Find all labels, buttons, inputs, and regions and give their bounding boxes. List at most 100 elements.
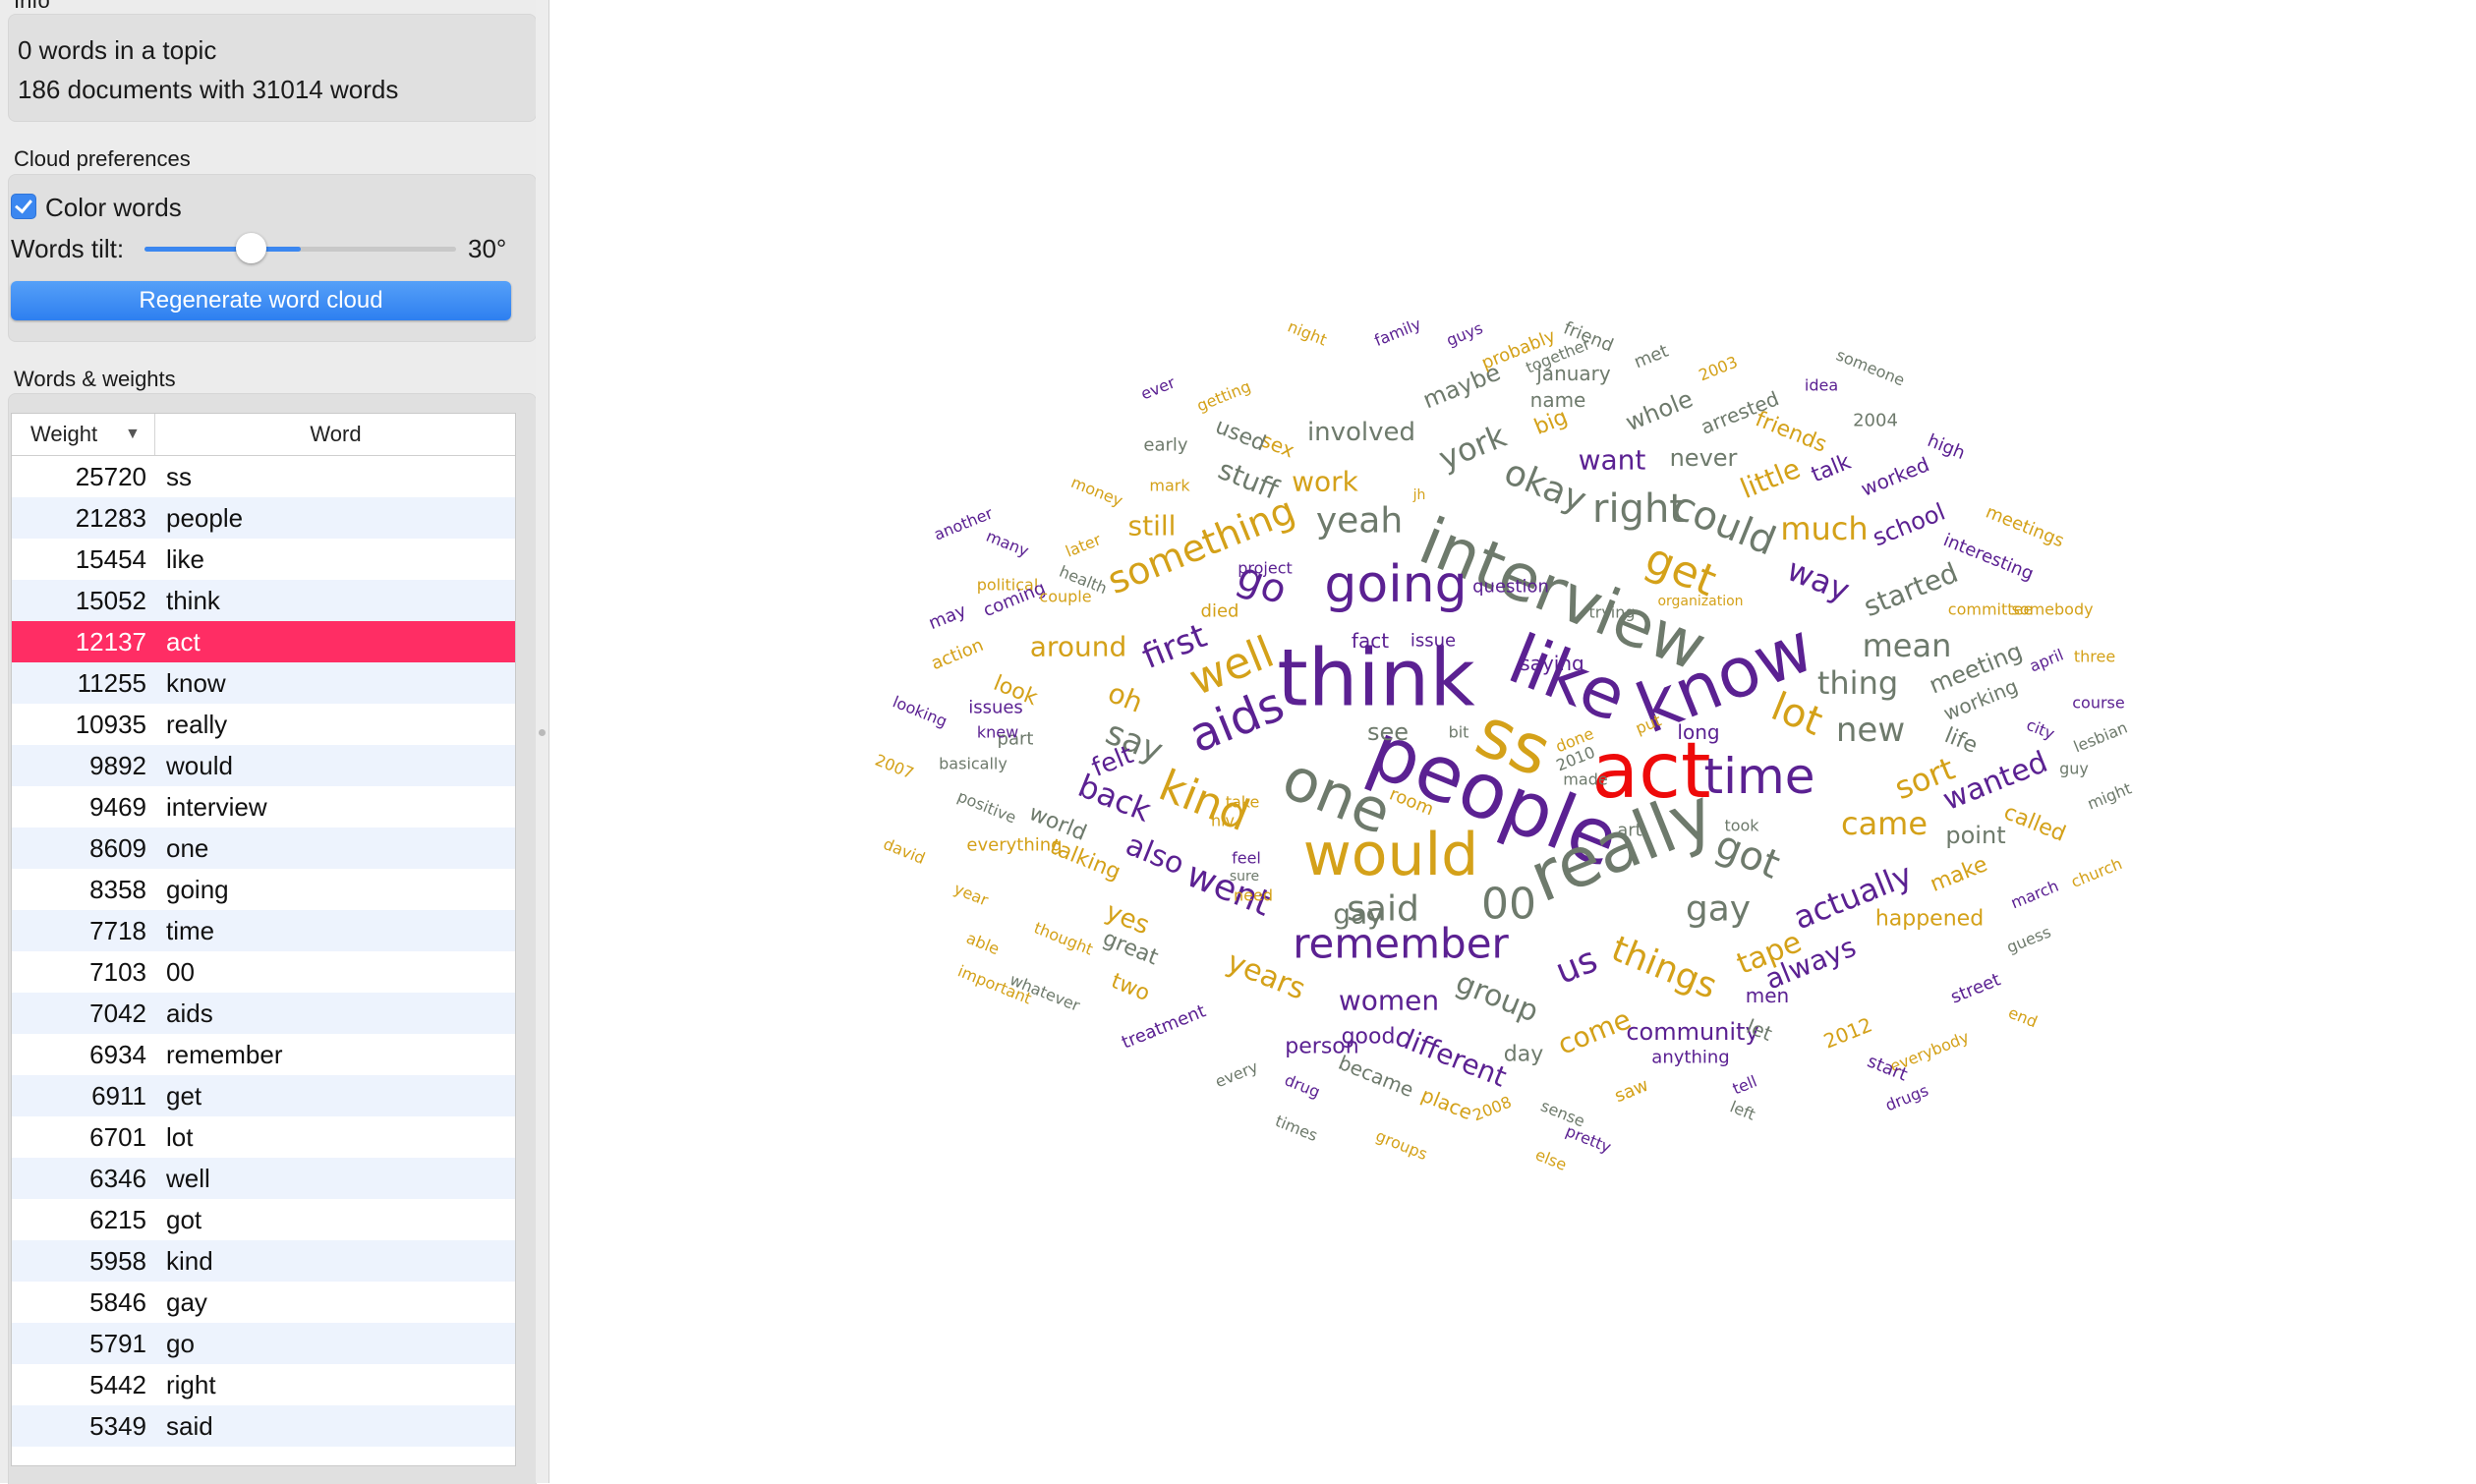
- cloud-word[interactable]: wanted: [1938, 745, 2052, 818]
- cloud-word[interactable]: drugs: [1882, 1081, 1930, 1115]
- cloud-word[interactable]: getting: [1194, 376, 1253, 415]
- cloud-word[interactable]: guys: [1444, 318, 1485, 350]
- table-row[interactable]: 7103 00: [12, 951, 515, 993]
- cloud-word[interactable]: school: [1869, 498, 1949, 552]
- table-row[interactable]: 8609 one: [12, 828, 515, 869]
- cloud-word[interactable]: art: [1617, 821, 1642, 841]
- cloud-word[interactable]: men: [1746, 984, 1789, 1007]
- cloud-word[interactable]: might: [2085, 778, 2134, 813]
- cloud-word[interactable]: point: [1945, 822, 2005, 849]
- cloud-word[interactable]: everything: [966, 835, 1062, 856]
- cloud-word[interactable]: called: [2000, 800, 2069, 847]
- sort-descending-icon[interactable]: ▼: [125, 426, 141, 442]
- cloud-word[interactable]: day: [1504, 1043, 1543, 1067]
- cloud-word[interactable]: 2008: [1470, 1093, 1515, 1125]
- cloud-word[interactable]: right: [1592, 486, 1685, 532]
- cloud-word[interactable]: april: [2027, 646, 2066, 676]
- cloud-word[interactable]: made: [1563, 771, 1607, 789]
- cloud-word[interactable]: idea: [1805, 376, 1838, 395]
- cloud-word[interactable]: saying: [1520, 652, 1583, 675]
- cloud-word[interactable]: gay: [1686, 889, 1751, 930]
- cloud-word[interactable]: project: [1238, 559, 1293, 578]
- cloud-word[interactable]: 2012: [1820, 1012, 1875, 1053]
- words-weights-table[interactable]: Weight ▼ Word 25720 ss 21283 people 15454 lik…: [11, 413, 516, 1466]
- table-row[interactable]: 11255 know: [12, 662, 515, 704]
- cloud-word[interactable]: part: [998, 729, 1034, 750]
- cloud-word[interactable]: couple: [1039, 588, 1091, 606]
- cloud-word[interactable]: talking: [1047, 834, 1124, 885]
- cloud-word[interactable]: think: [1277, 633, 1475, 724]
- table-row[interactable]: 12137 act: [12, 621, 515, 662]
- table-row[interactable]: 10935 really: [12, 704, 515, 745]
- table-row[interactable]: 6346 well: [12, 1158, 515, 1199]
- cloud-word[interactable]: left: [1727, 1097, 1757, 1123]
- cloud-word[interactable]: community: [1626, 1018, 1758, 1046]
- cloud-word[interactable]: much: [1780, 510, 1868, 547]
- cloud-word[interactable]: march: [2008, 877, 2061, 913]
- cloud-word[interactable]: january: [1535, 362, 1611, 385]
- table-row[interactable]: 25720 ss: [12, 456, 515, 497]
- color-words-checkbox[interactable]: [11, 194, 36, 219]
- cloud-word[interactable]: never: [1670, 444, 1738, 472]
- cloud-word[interactable]: organization: [1657, 594, 1743, 609]
- cloud-word[interactable]: took: [1724, 817, 1759, 835]
- cloud-word[interactable]: issues: [968, 698, 1023, 718]
- table-row[interactable]: 15052 think: [12, 580, 515, 621]
- cloud-word[interactable]: looking: [891, 692, 950, 730]
- cloud-word[interactable]: used: [1212, 415, 1269, 457]
- cloud-word[interactable]: make: [1927, 852, 1990, 897]
- cloud-word[interactable]: yeah: [1316, 501, 1403, 542]
- table-row[interactable]: 6911 get: [12, 1075, 515, 1116]
- cloud-word[interactable]: ever: [1138, 372, 1179, 403]
- weight-column-header[interactable]: Weight ▼: [12, 414, 155, 455]
- cloud-word[interactable]: way: [1782, 550, 1855, 608]
- cloud-word[interactable]: early: [1143, 435, 1188, 456]
- cloud-word[interactable]: two: [1108, 969, 1154, 1006]
- cloud-word[interactable]: able: [964, 929, 1003, 958]
- cloud-word[interactable]: 2007: [873, 751, 917, 783]
- cloud-word[interactable]: groups: [1373, 1126, 1430, 1164]
- cloud-word[interactable]: political: [977, 576, 1039, 595]
- table-row[interactable]: 15454 like: [12, 539, 515, 580]
- cloud-word[interactable]: later: [1063, 530, 1104, 561]
- cloud-word[interactable]: said: [1347, 889, 1419, 930]
- table-row[interactable]: 9892 would: [12, 745, 515, 786]
- cloud-word[interactable]: thought: [1031, 918, 1095, 958]
- cloud-word[interactable]: jh: [1412, 487, 1426, 503]
- cloud-word[interactable]: also: [1121, 828, 1188, 882]
- cloud-word[interactable]: lesbian: [2071, 717, 2130, 756]
- cloud-word[interactable]: 2004: [1853, 411, 1898, 431]
- cloud-word[interactable]: many: [984, 527, 1032, 560]
- cloud-word[interactable]: talk: [1808, 450, 1855, 488]
- cloud-word[interactable]: sure: [1230, 869, 1259, 885]
- cloud-word[interactable]: died: [1201, 601, 1239, 622]
- table-row[interactable]: 8358 going: [12, 869, 515, 910]
- table-row[interactable]: 5958 kind: [12, 1240, 515, 1282]
- cloud-word[interactable]: basically: [939, 755, 1008, 773]
- cloud-word[interactable]: sense: [1538, 1096, 1587, 1130]
- words-tilt-slider[interactable]: [144, 247, 456, 252]
- table-row[interactable]: 5791 go: [12, 1323, 515, 1364]
- cloud-word[interactable]: new: [1836, 711, 1905, 750]
- cloud-word[interactable]: meetings: [1983, 502, 2067, 552]
- cloud-word[interactable]: somebody: [2011, 600, 2093, 619]
- cloud-word[interactable]: things: [1606, 929, 1723, 1007]
- words-tilt-thumb[interactable]: [236, 233, 266, 263]
- cloud-word[interactable]: city: [2024, 715, 2057, 743]
- cloud-word[interactable]: 2003: [1697, 353, 1741, 385]
- cloud-word[interactable]: want: [1579, 444, 1646, 477]
- cloud-word[interactable]: women: [1339, 985, 1439, 1017]
- cloud-word[interactable]: mark: [1149, 477, 1190, 495]
- cloud-word[interactable]: take: [1226, 793, 1260, 812]
- table-row[interactable]: 6934 remember: [12, 1034, 515, 1075]
- cloud-word[interactable]: going: [1324, 555, 1467, 614]
- cloud-word[interactable]: feel: [1232, 849, 1261, 868]
- cloud-word[interactable]: time: [1704, 748, 1815, 805]
- split-view-divider[interactable]: [536, 0, 549, 1483]
- cloud-word[interactable]: oh: [1104, 676, 1148, 719]
- cloud-word[interactable]: money: [1068, 473, 1125, 510]
- cloud-word[interactable]: committee: [1948, 600, 2033, 619]
- cloud-word[interactable]: happened: [1875, 907, 1984, 932]
- cloud-word[interactable]: person: [1285, 1035, 1358, 1059]
- cloud-word[interactable]: came: [1841, 805, 1928, 842]
